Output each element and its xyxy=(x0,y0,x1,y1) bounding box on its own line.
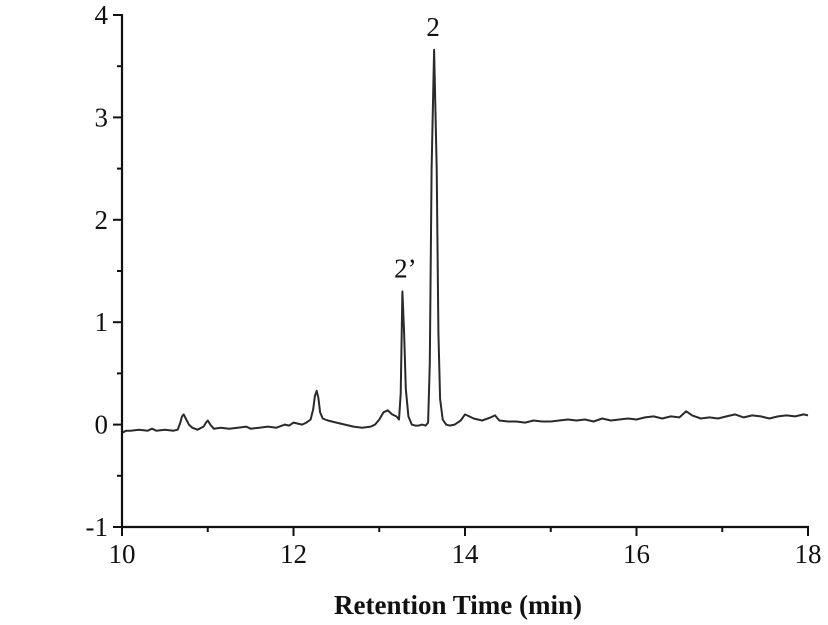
y-axis-ticks: -1 0 1 2 3 4 xyxy=(86,0,122,542)
peak-label: 2’ xyxy=(394,253,417,283)
chromatogram-trace xyxy=(121,48,809,434)
y-tick-label: 4 xyxy=(95,0,109,30)
x-tick-label: 14 xyxy=(452,539,480,569)
x-tick-label: 12 xyxy=(280,539,307,569)
y-tick-label: -1 xyxy=(86,512,109,542)
y-tick-label: 0 xyxy=(95,410,109,440)
y-tick-label: 1 xyxy=(95,307,109,337)
peak-annotations: 2 2’ xyxy=(394,12,440,284)
x-axis-title: Retention Time (min) xyxy=(334,590,582,620)
peak-label: 2 xyxy=(426,12,440,42)
x-tick-label: 18 xyxy=(795,539,822,569)
y-tick-label: 3 xyxy=(95,102,109,132)
x-axis-ticks: 10 12 14 16 18 xyxy=(109,527,822,569)
x-tick-label: 16 xyxy=(623,539,650,569)
y-tick-label: 2 xyxy=(95,205,109,235)
x-tick-label: 10 xyxy=(109,539,136,569)
